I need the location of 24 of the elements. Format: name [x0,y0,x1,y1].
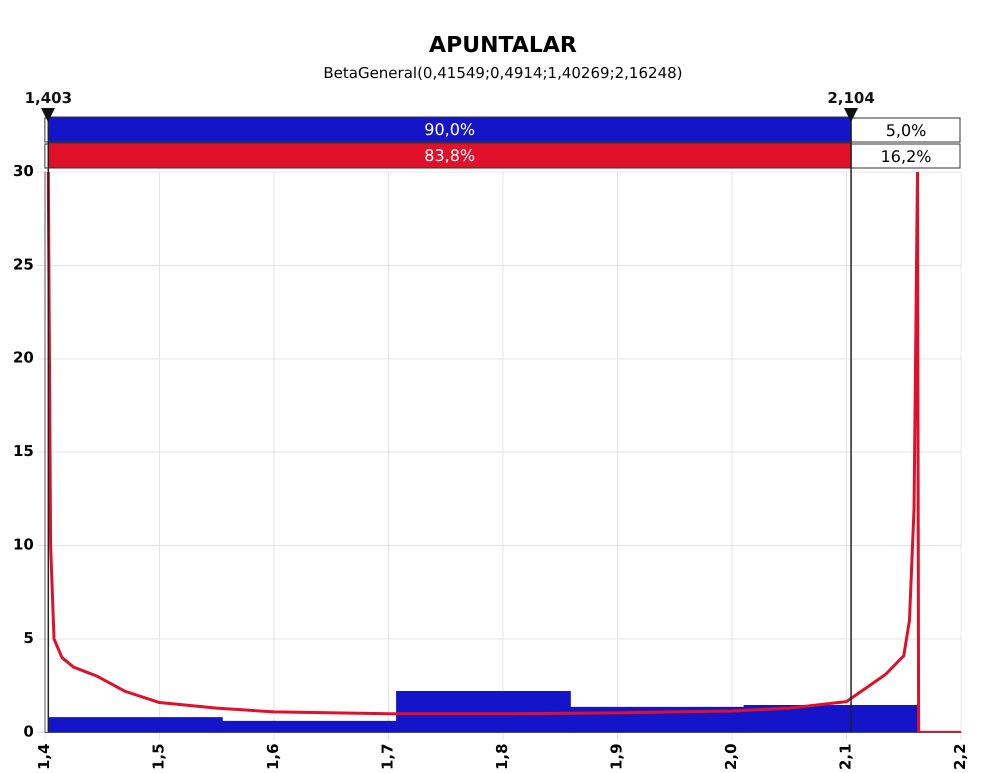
y-tick-label: 15 [13,442,34,460]
x-tick-label: 1,9 [607,743,626,770]
x-tick-label: 1,8 [492,743,511,770]
y-tick-label: 30 [13,162,34,180]
y-tick-label: 0 [23,722,34,740]
text: 16,2% [880,147,932,166]
x-tick-label: 1,5 [149,743,168,770]
y-tick-label: 10 [13,536,34,554]
text: 5,0% [886,121,926,140]
y-tick-label: 20 [13,348,34,367]
text: 83,8% [424,146,476,165]
x-tick-label: 2,2 [950,743,969,770]
y-tick-label: 25 [13,255,34,274]
chart-title: APUNTALAR [429,33,577,58]
chart-subtitle: BetaGeneral(0,41549;0,4914;1,40269;2,16248) [323,64,683,82]
x-tick-label: 1,6 [264,743,282,770]
x-tick-label: 2,0 [722,743,740,770]
x-tick-label: 2,1 [836,743,854,770]
ref-line-label: 1,403 [24,89,72,107]
text: 90,0% [424,120,476,139]
x-tick-label: 1,7 [378,743,396,770]
y-tick-label: 5 [23,628,34,647]
x-tick-label: 1,4 [34,743,53,770]
ref-line-label: 2,104 [827,89,875,107]
